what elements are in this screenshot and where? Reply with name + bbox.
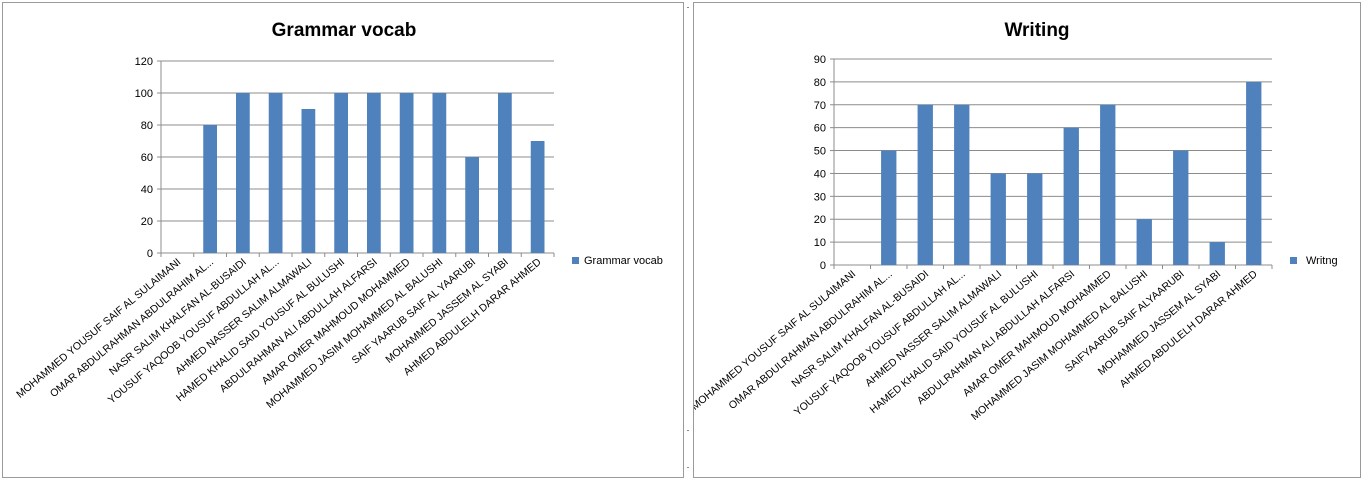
y-tick-label: 60 bbox=[814, 123, 826, 135]
bar bbox=[1027, 173, 1043, 265]
y-tick-label: 70 bbox=[814, 100, 826, 112]
writing-chart: Writing 0 10 20 30 40 50 60 70 80 90 MOHAMMED YOUSU… bbox=[694, 20, 1338, 423]
y-tick-label: 20 bbox=[814, 214, 826, 226]
category-label: MOHAMMED YOUSUF SAIF AL SULAIMANI bbox=[694, 268, 858, 413]
bar bbox=[1100, 104, 1116, 266]
legend-label: Writng bbox=[1306, 255, 1338, 267]
bar bbox=[268, 93, 283, 253]
chart-title: Grammar vocab bbox=[272, 20, 417, 41]
bar bbox=[203, 125, 218, 253]
bar bbox=[366, 93, 381, 253]
y-tick-label: 20 bbox=[141, 216, 153, 228]
bar bbox=[301, 109, 316, 253]
writing-chart-panel: Writing 0 10 20 30 40 50 60 70 80 90 MOHAMMED YOUSU… bbox=[693, 2, 1361, 478]
bar bbox=[990, 173, 1006, 265]
bar bbox=[1136, 219, 1152, 265]
grammar-vocab-chart-panel: Grammar vocab 0 20 40 60 80 100 120 MOHAMMED YOU… bbox=[2, 2, 684, 478]
y-tick-label: 10 bbox=[814, 237, 826, 249]
bar bbox=[1209, 242, 1225, 265]
bar bbox=[530, 141, 545, 253]
y-tick-label: 40 bbox=[141, 184, 153, 196]
y-tick-label: 90 bbox=[814, 54, 826, 66]
legend-swatch bbox=[1290, 257, 1297, 264]
y-tick-label: 100 bbox=[135, 88, 153, 100]
bar bbox=[1173, 150, 1189, 265]
chart-title: Writing bbox=[1004, 20, 1069, 41]
category-label: OMAR ABDULRAHMAN ABDULRAHIM AL... bbox=[727, 268, 895, 412]
bar bbox=[235, 93, 250, 253]
y-tick-label: 80 bbox=[814, 77, 826, 89]
y-tick-label: 0 bbox=[820, 260, 826, 272]
bar bbox=[881, 150, 897, 265]
y-tick-label: 120 bbox=[135, 56, 153, 68]
bar bbox=[954, 104, 970, 266]
y-tick-label: 60 bbox=[141, 152, 153, 164]
bar bbox=[465, 157, 480, 253]
bar bbox=[334, 93, 349, 253]
category-label: HAMED KHALID SAID YOUSUF AL BULUSHI bbox=[868, 268, 1041, 416]
separator-mark bbox=[687, 7, 689, 8]
y-tick-label: 80 bbox=[141, 120, 153, 132]
legend-swatch bbox=[572, 257, 579, 264]
bar bbox=[917, 104, 933, 266]
bar bbox=[1246, 81, 1262, 265]
bar bbox=[1063, 127, 1079, 266]
separator-mark bbox=[687, 467, 689, 468]
legend-label: Grammar vocab bbox=[584, 255, 663, 267]
y-tick-label: 0 bbox=[147, 248, 153, 260]
y-tick-label: 40 bbox=[814, 168, 826, 180]
bar bbox=[399, 93, 414, 253]
y-tick-label: 30 bbox=[814, 191, 826, 203]
separator-mark bbox=[687, 430, 689, 431]
y-tick-label: 50 bbox=[814, 146, 826, 158]
bar bbox=[432, 93, 447, 253]
bar bbox=[497, 93, 512, 253]
